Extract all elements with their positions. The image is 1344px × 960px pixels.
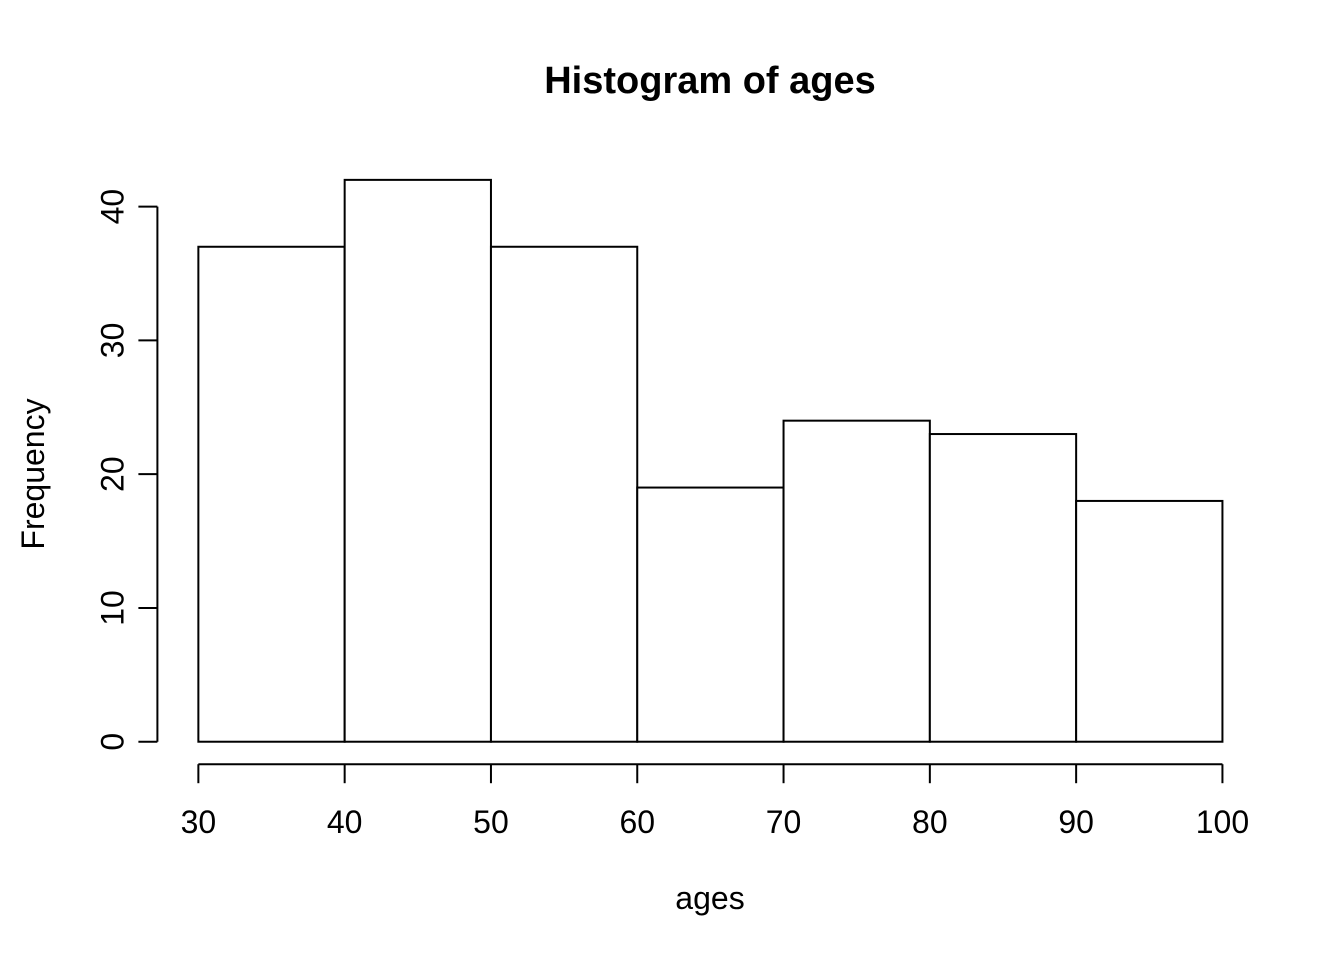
x-tick-label: 90 <box>1058 804 1094 840</box>
x-tick-label: 40 <box>327 804 363 840</box>
x-axis: 30 40 50 60 70 80 90 100 <box>181 763 1249 840</box>
y-tick-label: 10 <box>94 590 130 626</box>
y-tick-label: 20 <box>94 456 130 492</box>
chart-title: Histogram of ages <box>544 60 876 102</box>
x-axis-label: ages <box>675 880 744 916</box>
histogram-bar <box>782 419 931 743</box>
histogram-bars-group <box>197 178 1224 743</box>
histogram-bar <box>197 245 346 743</box>
x-tick-label: 80 <box>912 804 948 840</box>
y-axis: 0 10 20 30 40 <box>94 189 159 751</box>
histogram-bar <box>1075 499 1224 743</box>
x-tick-label: 50 <box>473 804 509 840</box>
y-tick-label: 0 <box>94 733 130 751</box>
y-tick-label: 30 <box>94 323 130 359</box>
x-tick-label: 60 <box>619 804 655 840</box>
x-tick-label: 70 <box>766 804 802 840</box>
histogram-bar <box>343 178 492 743</box>
x-tick-label: 30 <box>181 804 217 840</box>
histogram-bar <box>636 486 785 743</box>
histogram-bar <box>928 433 1078 743</box>
y-axis-label: Frequency <box>15 398 51 549</box>
x-tick-label: 100 <box>1196 804 1249 840</box>
histogram-bar <box>489 245 639 743</box>
y-tick-label: 40 <box>94 189 130 225</box>
